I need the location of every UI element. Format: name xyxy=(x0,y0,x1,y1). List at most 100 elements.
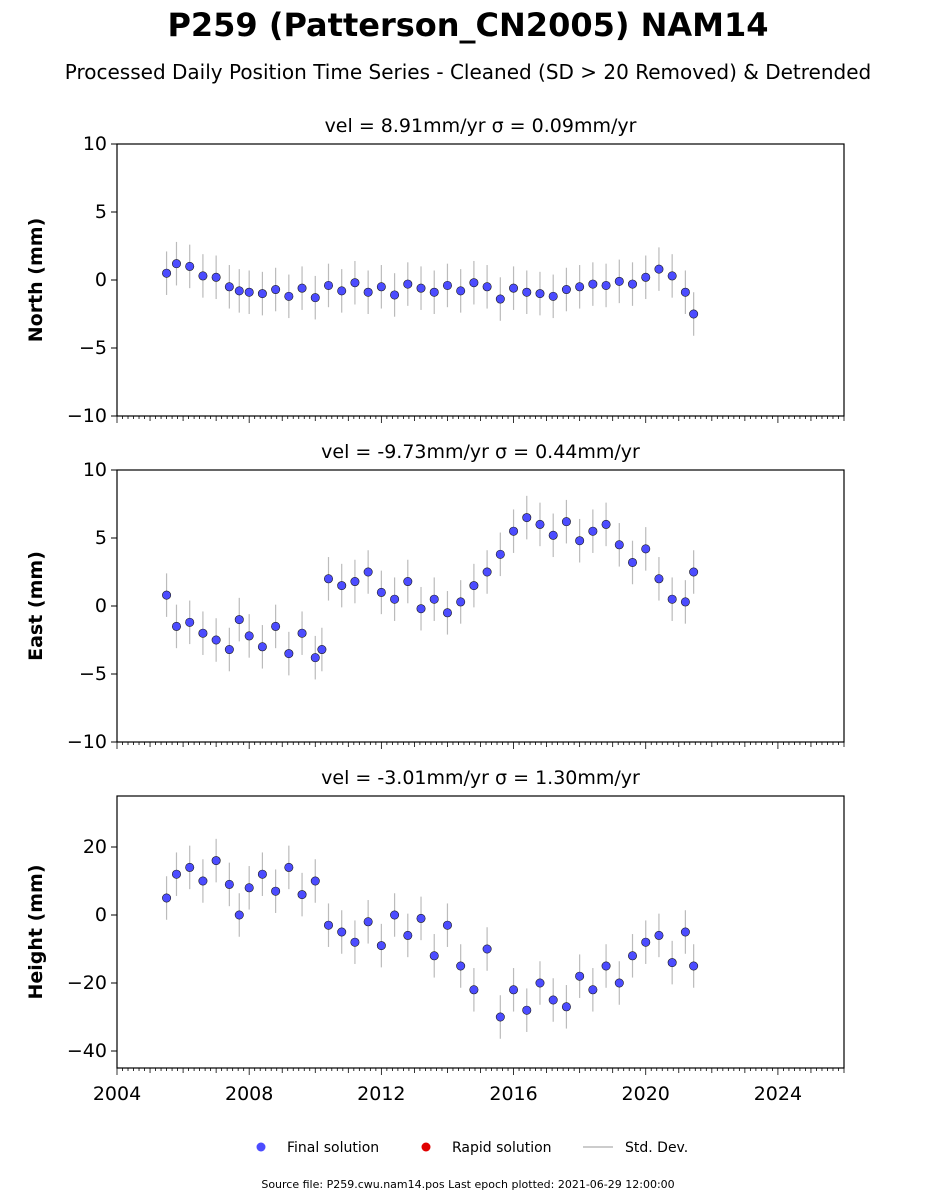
data-point xyxy=(257,869,267,879)
data-point xyxy=(667,958,677,968)
data-point xyxy=(548,291,558,301)
data-point xyxy=(185,617,195,627)
data-point xyxy=(337,581,347,591)
data-point xyxy=(211,272,221,282)
data-point xyxy=(680,287,690,297)
data-point xyxy=(416,604,426,614)
data-point xyxy=(390,290,400,300)
data-point xyxy=(211,635,221,645)
y-axis-label: North (mm) xyxy=(25,218,47,343)
data-point xyxy=(575,971,585,981)
data-point xyxy=(601,519,611,529)
data-point xyxy=(310,876,320,886)
y-axis-label: East (mm) xyxy=(25,551,47,661)
data-point xyxy=(162,590,172,600)
data-point xyxy=(548,995,558,1005)
data-point xyxy=(535,519,545,529)
data-point xyxy=(416,913,426,923)
data-point xyxy=(297,890,307,900)
data-point xyxy=(561,1002,571,1012)
x-tick-label: 2016 xyxy=(489,1083,537,1105)
data-point xyxy=(224,645,234,655)
y-tick-label: 0 xyxy=(95,595,107,617)
data-point xyxy=(522,1005,532,1015)
source-footer: Source file: P259.cwu.nam14.pos Last epo… xyxy=(261,1178,674,1191)
data-point xyxy=(350,278,360,288)
x-tick-label: 2020 xyxy=(622,1083,670,1105)
legend-rapid-label: Rapid solution xyxy=(452,1140,552,1156)
data-point xyxy=(495,1012,505,1022)
data-point xyxy=(689,567,699,577)
data-point xyxy=(429,287,439,297)
data-point xyxy=(601,961,611,971)
data-point xyxy=(323,920,333,930)
data-point xyxy=(271,886,281,896)
data-point xyxy=(628,951,638,961)
data-point xyxy=(323,280,333,290)
panels: −10 −5 0 5 10 vel = 8.91mm/yr σ = 0.09mm/yr No… xyxy=(25,115,845,1105)
x-tick-label: 2012 xyxy=(357,1083,405,1105)
legend: Final solution Rapid solution Std. Dev. xyxy=(256,1140,688,1156)
y-tick-label: 5 xyxy=(95,527,107,549)
data-point xyxy=(575,282,585,292)
y-tick-label: −40 xyxy=(67,1040,107,1062)
data-point xyxy=(390,594,400,604)
y-tick-label: −5 xyxy=(79,663,107,685)
data-point xyxy=(198,628,208,638)
data-point xyxy=(442,608,452,618)
data-point xyxy=(429,951,439,961)
y-tick-label: 10 xyxy=(83,133,107,155)
panel-1: −10 −5 0 5 10 vel = 8.91mm/yr σ = 0.09mm/yr No… xyxy=(25,115,845,427)
data-point xyxy=(509,283,519,293)
data-point xyxy=(171,621,181,631)
data-point xyxy=(654,930,664,940)
y-tick-label: 20 xyxy=(83,836,107,858)
data-point xyxy=(317,645,327,655)
data-point xyxy=(469,985,479,995)
data-point xyxy=(680,597,690,607)
data-point xyxy=(628,279,638,289)
data-point xyxy=(456,597,466,607)
data-point xyxy=(376,941,386,951)
data-point xyxy=(561,517,571,527)
data-point xyxy=(442,920,452,930)
data-point xyxy=(337,927,347,937)
data-point xyxy=(588,526,598,536)
data-point xyxy=(561,285,571,295)
y-tick-label: 0 xyxy=(95,269,107,291)
panel-3: −40 −20 0 20 vel = -3.01mm/yr σ = 1.30mm/yr H… xyxy=(25,767,845,1075)
x-tick-label: 2024 xyxy=(754,1083,802,1105)
panel-title: vel = 8.91mm/yr σ = 0.09mm/yr xyxy=(325,115,637,137)
data-point xyxy=(271,285,281,295)
data-point xyxy=(363,567,373,577)
data-point xyxy=(641,544,651,554)
data-point xyxy=(234,286,244,296)
data-point xyxy=(171,259,181,269)
data-point xyxy=(689,961,699,971)
y-tick-label: 10 xyxy=(83,459,107,481)
data-point xyxy=(601,280,611,290)
x-tick-label: 2004 xyxy=(93,1083,141,1105)
data-point xyxy=(654,574,664,584)
axes-frame xyxy=(116,795,845,1069)
data-point xyxy=(337,286,347,296)
data-point xyxy=(297,283,307,293)
data-point xyxy=(244,631,254,641)
y-axis-label: Height (mm) xyxy=(25,864,47,999)
panel-2: −10 −5 0 5 10 vel = -9.73mm/yr σ = 0.44mm/yr E… xyxy=(25,441,845,753)
data-point xyxy=(548,530,558,540)
legend-rapid-marker xyxy=(421,1142,431,1152)
data-point xyxy=(403,930,413,940)
data-point xyxy=(185,261,195,271)
panel-title: vel = -9.73mm/yr σ = 0.44mm/yr xyxy=(321,441,640,463)
y-tick-label: 5 xyxy=(95,201,107,223)
data-point xyxy=(614,978,624,988)
data-point xyxy=(224,282,234,292)
axes-frame xyxy=(116,469,845,743)
data-point xyxy=(667,594,677,604)
data-point xyxy=(234,615,244,625)
data-point xyxy=(257,642,267,652)
data-point xyxy=(535,289,545,299)
data-point xyxy=(284,862,294,872)
data-point xyxy=(171,869,181,879)
